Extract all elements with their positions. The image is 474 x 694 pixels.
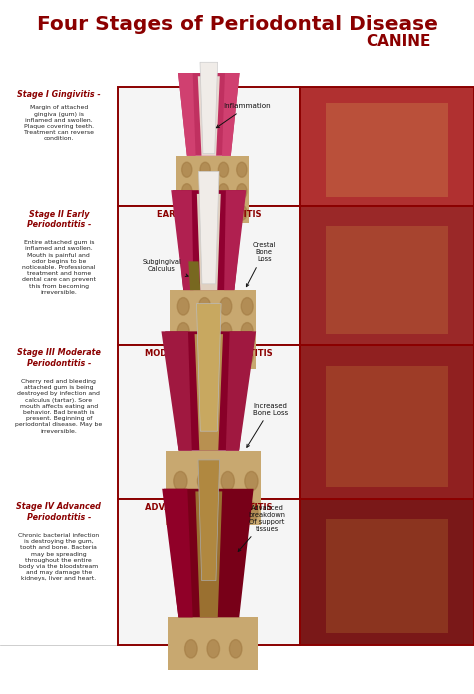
Text: Chronic bacterial infection
is destroying the gum,
tooth and bone. Bacteria
may : Chronic bacterial infection is destroyin… <box>18 533 100 582</box>
Circle shape <box>241 298 253 315</box>
Polygon shape <box>164 489 254 618</box>
Bar <box>118 345 300 499</box>
Circle shape <box>237 184 247 198</box>
Polygon shape <box>197 194 221 290</box>
Circle shape <box>221 502 234 521</box>
Circle shape <box>177 323 189 340</box>
Circle shape <box>220 323 232 340</box>
Text: Stage I Gingivitis -: Stage I Gingivitis - <box>17 90 100 99</box>
Polygon shape <box>200 62 218 153</box>
Polygon shape <box>170 290 255 369</box>
Circle shape <box>177 298 189 315</box>
Polygon shape <box>188 262 200 290</box>
Text: Increased
Bone Loss: Increased Bone Loss <box>247 403 288 448</box>
Circle shape <box>174 502 187 521</box>
Polygon shape <box>199 171 219 284</box>
Text: Four Stages of Periodontal Disease: Four Stages of Periodontal Disease <box>36 15 438 34</box>
Circle shape <box>182 184 192 198</box>
Circle shape <box>219 184 228 198</box>
Bar <box>300 206 474 345</box>
Circle shape <box>182 162 192 177</box>
Circle shape <box>207 640 219 658</box>
Circle shape <box>221 471 234 491</box>
Bar <box>300 499 474 645</box>
Circle shape <box>245 502 258 521</box>
Polygon shape <box>162 489 192 618</box>
Text: Stage III Moderate
Periodontitis -: Stage III Moderate Periodontitis - <box>17 348 100 368</box>
Circle shape <box>199 298 210 315</box>
Text: GINGIVITIS: GINGIVITIS <box>183 91 234 100</box>
Polygon shape <box>168 618 258 670</box>
Circle shape <box>200 205 210 220</box>
Text: MODERATE PERIODONTITIS: MODERATE PERIODONTITIS <box>145 349 273 358</box>
Polygon shape <box>224 190 246 290</box>
Bar <box>118 499 300 645</box>
Circle shape <box>199 323 210 340</box>
Bar <box>300 87 474 206</box>
Circle shape <box>220 348 232 365</box>
Circle shape <box>177 348 189 365</box>
Text: Cherry red and bleeding
attached gum is being
destroyed by infection and
calculu: Cherry red and bleeding attached gum is … <box>15 379 102 434</box>
Circle shape <box>198 471 210 491</box>
Bar <box>118 206 300 345</box>
Polygon shape <box>173 190 245 290</box>
Polygon shape <box>198 76 220 155</box>
Text: Advanced
breakdown
Of support
tissues: Advanced breakdown Of support tissues <box>238 505 285 552</box>
Polygon shape <box>162 331 192 450</box>
Circle shape <box>220 298 232 315</box>
Polygon shape <box>165 331 252 450</box>
Circle shape <box>219 205 228 220</box>
Circle shape <box>241 323 253 340</box>
Polygon shape <box>195 491 222 618</box>
Text: Entire attached gum is
inflamed and swollen.
Mouth is painful and
odor begins to: Entire attached gum is inflamed and swol… <box>22 240 96 295</box>
Circle shape <box>174 471 187 491</box>
Text: EARLY PERIODONTITIS: EARLY PERIODONTITIS <box>156 210 261 219</box>
Bar <box>326 226 448 334</box>
Polygon shape <box>176 155 249 223</box>
Bar <box>0 87 118 206</box>
Bar <box>300 345 474 499</box>
Circle shape <box>219 162 228 177</box>
Text: Crestal
Bone
Loss: Crestal Bone Loss <box>246 242 276 287</box>
Bar <box>0 206 118 345</box>
Circle shape <box>200 162 210 177</box>
Text: Subgingival
Calculus: Subgingival Calculus <box>142 260 188 276</box>
Circle shape <box>229 640 242 658</box>
Text: Inflammation: Inflammation <box>216 103 271 128</box>
Text: ADVANCED PERIODONTITIS: ADVANCED PERIODONTITIS <box>145 503 273 512</box>
Circle shape <box>245 471 258 491</box>
Bar <box>0 345 118 499</box>
Circle shape <box>241 348 253 365</box>
Circle shape <box>184 640 197 658</box>
Polygon shape <box>197 304 221 431</box>
Circle shape <box>237 162 247 177</box>
Polygon shape <box>166 450 261 525</box>
Bar <box>0 499 118 645</box>
Text: Margin of attached
gingiva (gum) is
inflamed and swollen.
Plaque covering teeth.: Margin of attached gingiva (gum) is infl… <box>24 105 94 142</box>
Circle shape <box>199 348 210 365</box>
Circle shape <box>237 205 247 220</box>
Polygon shape <box>222 73 240 155</box>
Polygon shape <box>171 190 193 290</box>
Bar <box>118 87 300 206</box>
Bar <box>326 103 448 196</box>
Polygon shape <box>178 73 196 155</box>
Text: CANINE: CANINE <box>366 34 430 49</box>
Polygon shape <box>226 331 256 450</box>
Circle shape <box>200 184 210 198</box>
Polygon shape <box>178 73 240 155</box>
Polygon shape <box>195 334 223 450</box>
Circle shape <box>198 502 210 521</box>
Bar <box>326 366 448 486</box>
Text: Stage II Early
Periodontitis -: Stage II Early Periodontitis - <box>27 210 91 229</box>
Bar <box>326 519 448 633</box>
Text: Stage IV Advanced
Periodontitis -: Stage IV Advanced Periodontitis - <box>16 502 101 522</box>
Polygon shape <box>198 460 219 581</box>
Circle shape <box>182 205 192 220</box>
